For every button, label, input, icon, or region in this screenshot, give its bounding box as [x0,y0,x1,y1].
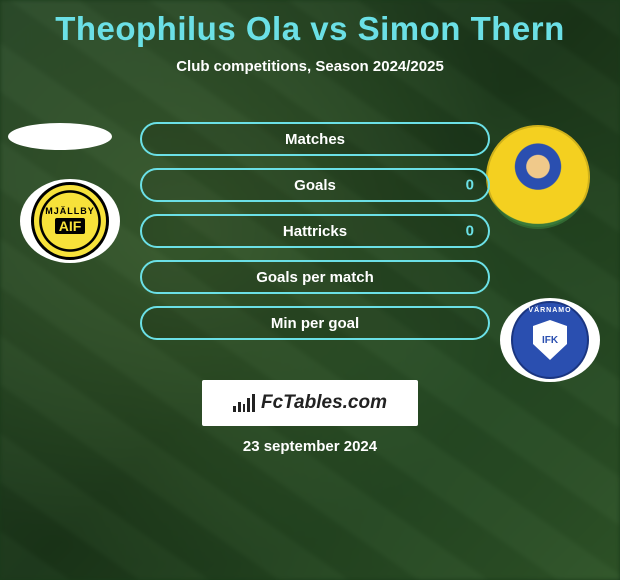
branding-chart-icon [233,394,255,412]
club-badge-left: MJÄLLBY AIF [20,179,120,263]
club-left-mid: AIF [55,218,86,234]
stat-row-goals: Goals 0 [140,168,490,202]
stat-label: Goals per match [256,269,374,286]
stat-row-gpm: Goals per match [140,260,490,294]
club-badge-right: VÄRNAMO IFK [500,298,600,382]
stat-value-right: 0 [466,177,474,194]
branding-text: FcTables.com [261,392,387,414]
stat-label: Goals [294,177,336,194]
subtitle: Club competitions, Season 2024/2025 [0,58,620,75]
stats-container: Matches Goals 0 Hattricks 0 Goals per ma… [140,122,490,352]
stat-row-mpg: Min per goal [140,306,490,340]
player-right-photo [486,125,590,229]
player-left-placeholder [8,123,112,150]
stat-row-matches: Matches [140,122,490,156]
stat-row-hattricks: Hattricks 0 [140,214,490,248]
branding-box: FcTables.com [202,380,418,426]
club-right-shield: IFK [533,320,567,360]
stat-label: Hattricks [283,223,347,240]
stat-label: Min per goal [271,315,359,332]
date-text: 23 september 2024 [0,438,620,455]
club-left-top: MJÄLLBY [45,207,95,216]
stat-label: Matches [285,131,345,148]
stat-value-right: 0 [466,223,474,240]
page-title: Theophilus Ola vs Simon Thern [0,0,620,48]
club-right-arc-top: VÄRNAMO [528,307,571,314]
